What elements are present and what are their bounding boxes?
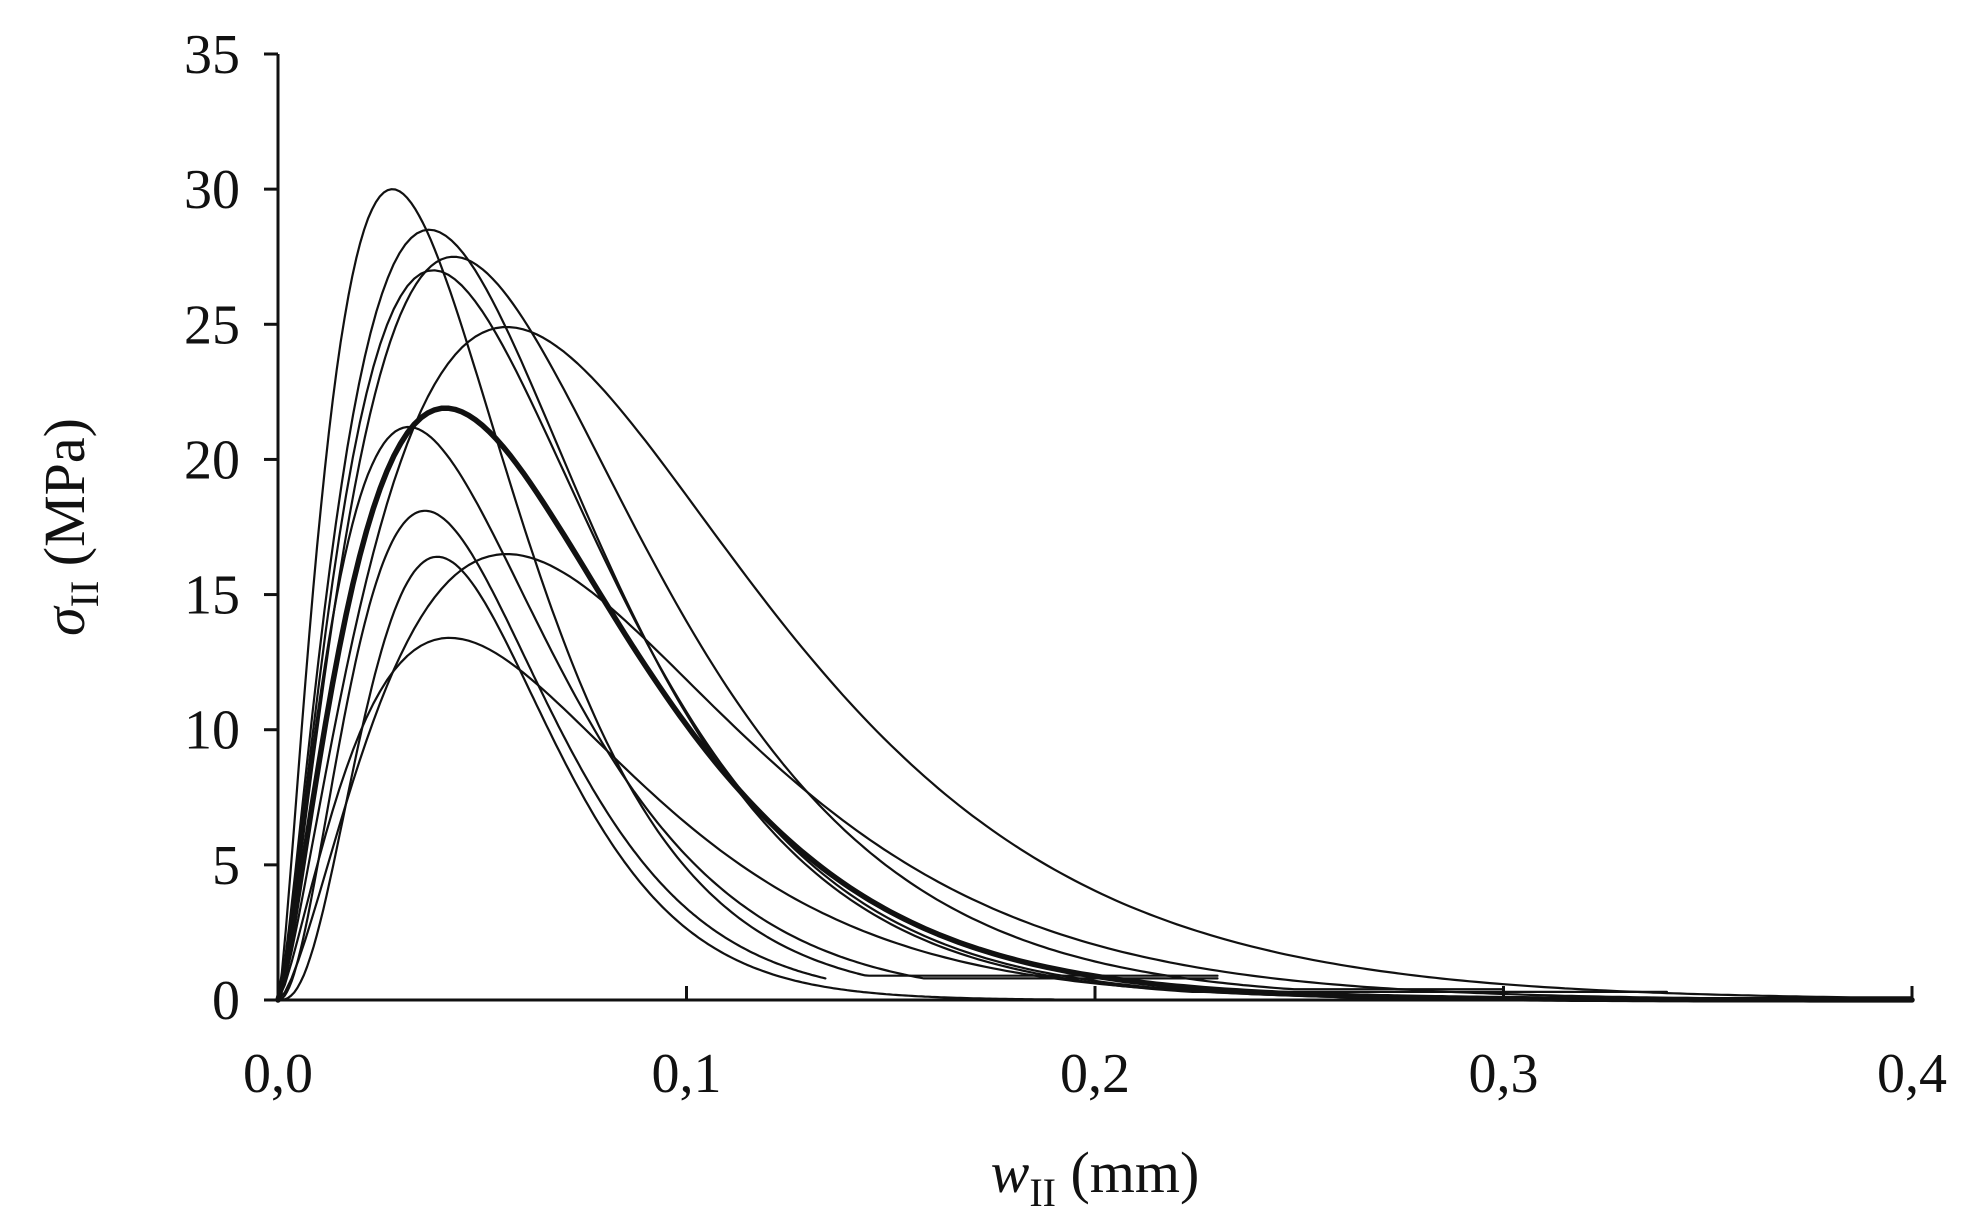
y-axis-subscript: II: [62, 581, 107, 608]
x-axis-title: wII (mm): [991, 1140, 1200, 1213]
y-tick-label: 5: [212, 835, 240, 897]
y-axis-symbol: σ: [32, 605, 97, 636]
series-line-curve-5: [276, 326, 1914, 1002]
x-tick-label: 0,3: [1469, 1043, 1539, 1105]
series-line-curve-8: [276, 509, 827, 1002]
series-line-curve-2: [276, 228, 1668, 1002]
series-line-mean: [275, 405, 1915, 1003]
y-tick-label: 10: [184, 700, 240, 762]
series-line-curve-1: [276, 188, 1219, 1002]
y-tick-label: 25: [184, 294, 240, 356]
x-tick-label: 0,0: [243, 1043, 313, 1105]
x-axis-unit: (mm): [1070, 1140, 1199, 1205]
y-tick-label: 0: [212, 970, 240, 1032]
x-tick-label: 0,1: [652, 1043, 722, 1105]
y-axis-title: σII (MPa): [32, 418, 107, 636]
series-layer: [275, 188, 1915, 1003]
y-axis-unit: (MPa): [32, 418, 97, 566]
x-axis-subscript: II: [1029, 1170, 1056, 1213]
x-tick-label: 0,2: [1060, 1043, 1130, 1105]
ticks: 0 5 10 15 20 25 30 35 0,0 0,1 0,2 0,3 0,4: [184, 24, 1947, 1105]
x-axis-symbol: w: [991, 1140, 1030, 1205]
series-line-curve-3: [276, 255, 1505, 1002]
y-tick-label: 15: [184, 565, 240, 627]
y-tick-label: 35: [184, 24, 240, 86]
series-line-curve-10: [276, 555, 1056, 1002]
y-tick-label: 20: [184, 429, 240, 491]
series-line-curve-7: [276, 425, 1219, 1002]
series-line-curve-9: [276, 553, 1914, 1002]
y-tick-label: 30: [184, 159, 240, 221]
x-tick-label: 0,4: [1877, 1043, 1947, 1105]
